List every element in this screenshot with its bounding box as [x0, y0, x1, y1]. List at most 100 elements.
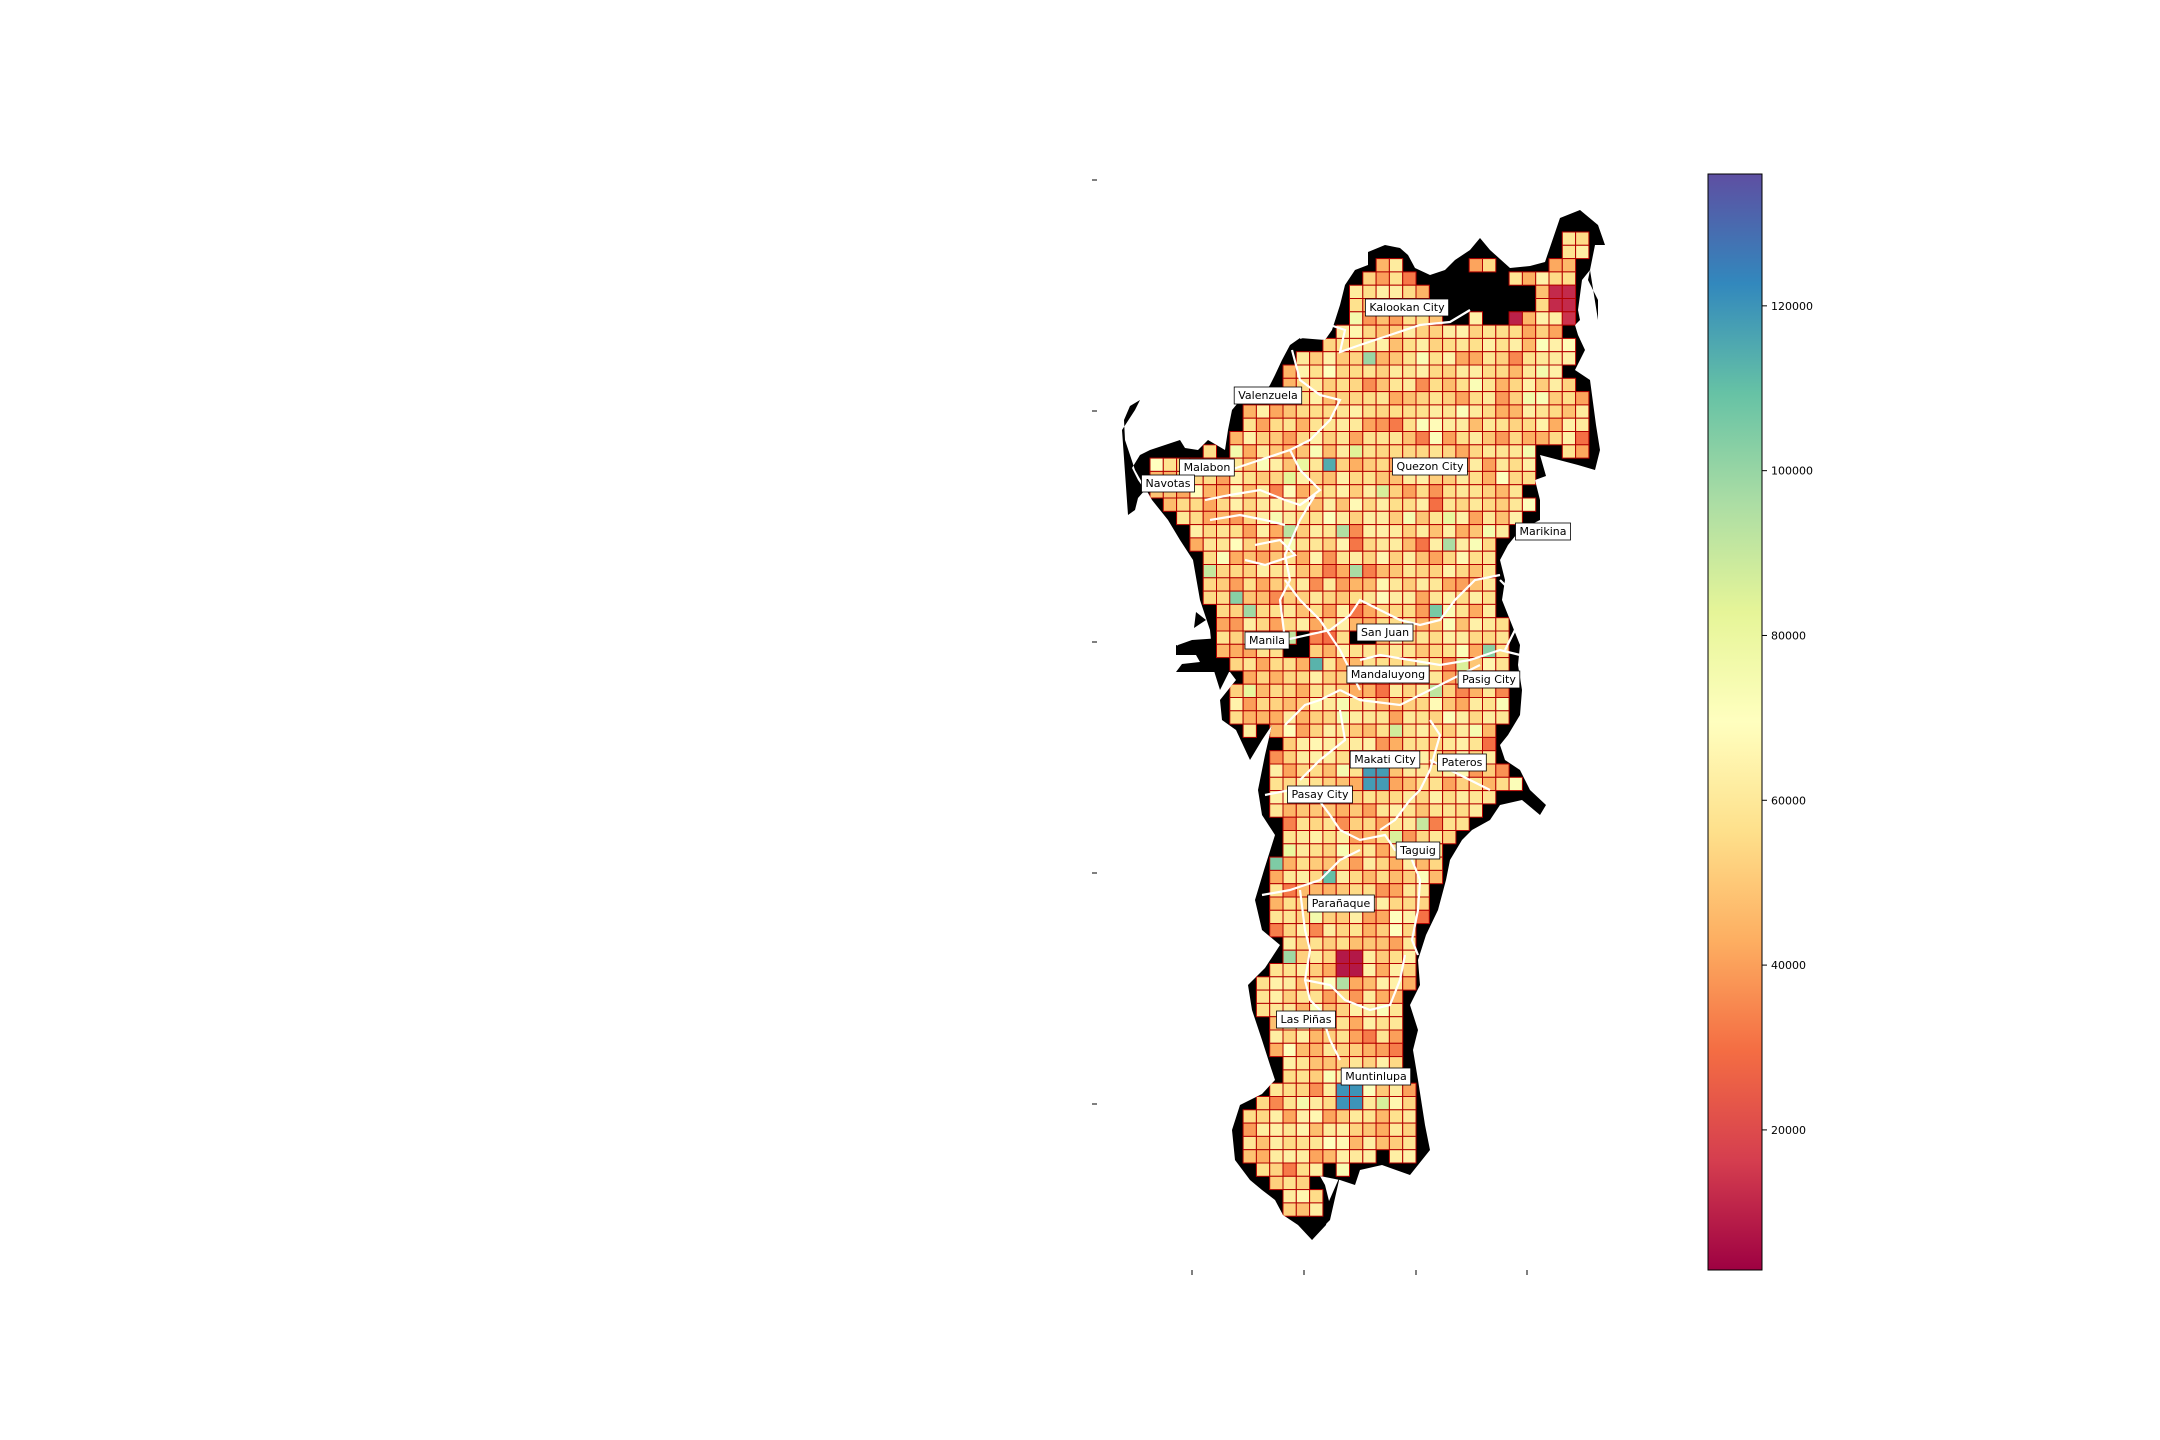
grid-cell: [1482, 790, 1497, 805]
grid-cell: [1309, 1202, 1324, 1217]
grid-cell: [1402, 484, 1417, 499]
grid-cell: [1375, 936, 1390, 951]
grid-cell: [1362, 1029, 1377, 1044]
grid-cell: [1455, 337, 1470, 353]
grid-cell: [1229, 710, 1244, 725]
grid-cell: [1202, 444, 1217, 459]
grid-cell: [1388, 869, 1404, 885]
grid-cell: [1269, 1042, 1284, 1058]
grid-cell: [1349, 324, 1364, 339]
grid-cell: [1375, 776, 1390, 792]
grid-cell: [1402, 883, 1417, 898]
grid-cell: [1535, 298, 1550, 313]
grid-cell: [1548, 351, 1563, 366]
city-label-text: Malabon: [1184, 461, 1231, 474]
grid-cell: [1295, 869, 1311, 885]
grid-cell: [1415, 723, 1430, 738]
grid-cell: [1335, 963, 1350, 978]
city-label-quezon-city: Quezon City: [1392, 457, 1468, 476]
grid-cell: [1322, 337, 1337, 353]
grid-cell: [1202, 510, 1217, 526]
grid-cell: [1575, 404, 1590, 419]
grid-cell: [1575, 391, 1590, 406]
grid-cell: [1442, 351, 1457, 366]
grid-cell: [1495, 337, 1510, 353]
grid-cell: [1362, 776, 1377, 792]
grid-cell: [1388, 643, 1404, 659]
grid-cell: [1189, 537, 1204, 552]
grid-cell: [1375, 377, 1390, 393]
grid-cell: [1442, 337, 1457, 353]
grid-cell: [1428, 497, 1444, 512]
grid-cell: [1242, 564, 1257, 579]
grid-cell: [1561, 431, 1577, 446]
grid-cell: [1309, 643, 1324, 659]
grid-cell: [1482, 590, 1497, 605]
city-label-malabon: Malabon: [1179, 458, 1235, 477]
grid-cell: [1482, 324, 1497, 339]
grid-cell: [1535, 271, 1550, 286]
grid-cell: [1402, 351, 1417, 366]
grid-cell: [1176, 497, 1191, 512]
city-label-text: Taguig: [1399, 844, 1436, 857]
grid-cell: [1402, 497, 1417, 512]
grid-cell: [1428, 816, 1444, 832]
city-label-text: San Juan: [1361, 626, 1409, 639]
grid-cell: [1362, 1016, 1377, 1031]
grid-cell: [1269, 697, 1284, 712]
grid-cell: [1269, 1162, 1284, 1177]
grid-cell: [1216, 564, 1231, 579]
grid-cell: [1521, 311, 1537, 326]
grid-cell: [1362, 364, 1377, 379]
grid-cell: [1269, 803, 1284, 818]
grid-cell: [1282, 856, 1297, 871]
grid-cell: [1309, 524, 1324, 539]
grid-cell: [1255, 577, 1271, 592]
grid-cell: [1255, 431, 1271, 446]
grid-cell: [1255, 417, 1271, 433]
grid-cell: [1402, 364, 1417, 379]
city-boundary: [1339, 664, 1481, 707]
city-label-san-juan: San Juan: [1356, 623, 1414, 642]
grid-cell: [1349, 710, 1364, 725]
grid-cell: [1442, 723, 1457, 738]
grid-cell: [1442, 391, 1457, 406]
grid-cell: [1482, 351, 1497, 366]
grid-cell: [1428, 790, 1444, 805]
grid-cell: [1255, 989, 1271, 1004]
grid-cell: [1362, 803, 1377, 818]
grid-cell: [1349, 1149, 1364, 1164]
grid-cell: [1455, 617, 1470, 632]
city-label-manila: Manila: [1244, 631, 1290, 650]
grid-cell: [1388, 776, 1404, 792]
grid-cell: [1255, 1096, 1271, 1111]
grid-cell: [1202, 537, 1217, 552]
grid-cell: [1482, 484, 1497, 499]
grid-cell: [1402, 683, 1417, 699]
grid-cell: [1402, 444, 1417, 459]
city-label-pasay-city: Pasay City: [1287, 785, 1353, 804]
grid-cell: [1295, 816, 1311, 832]
grid-cell: [1442, 577, 1457, 592]
grid-cell: [1309, 1122, 1324, 1137]
grid-cell: [1375, 710, 1390, 725]
grid-cell: [1282, 803, 1297, 818]
grid-cell: [1455, 417, 1470, 433]
grid-cell: [1561, 298, 1577, 313]
city-label-text: Pasig City: [1462, 673, 1516, 686]
grid-cell: [1335, 417, 1350, 433]
grid-cell: [1255, 683, 1271, 699]
grid-cell: [1521, 444, 1537, 459]
city-boundary: [1304, 954, 1407, 1012]
grid-cell: [1521, 431, 1537, 446]
grid-cell: [1402, 723, 1417, 738]
grid-cell: [1388, 377, 1404, 393]
grid-cell: [1295, 351, 1311, 366]
grid-cell: [1402, 1109, 1417, 1124]
grid-cell: [1269, 923, 1284, 938]
grid-cell: [1495, 364, 1510, 379]
grid-cell: [1402, 404, 1417, 419]
grid-cell: [1375, 989, 1390, 1004]
grid-cell: [1561, 404, 1577, 419]
grid-cell: [1269, 1029, 1284, 1044]
